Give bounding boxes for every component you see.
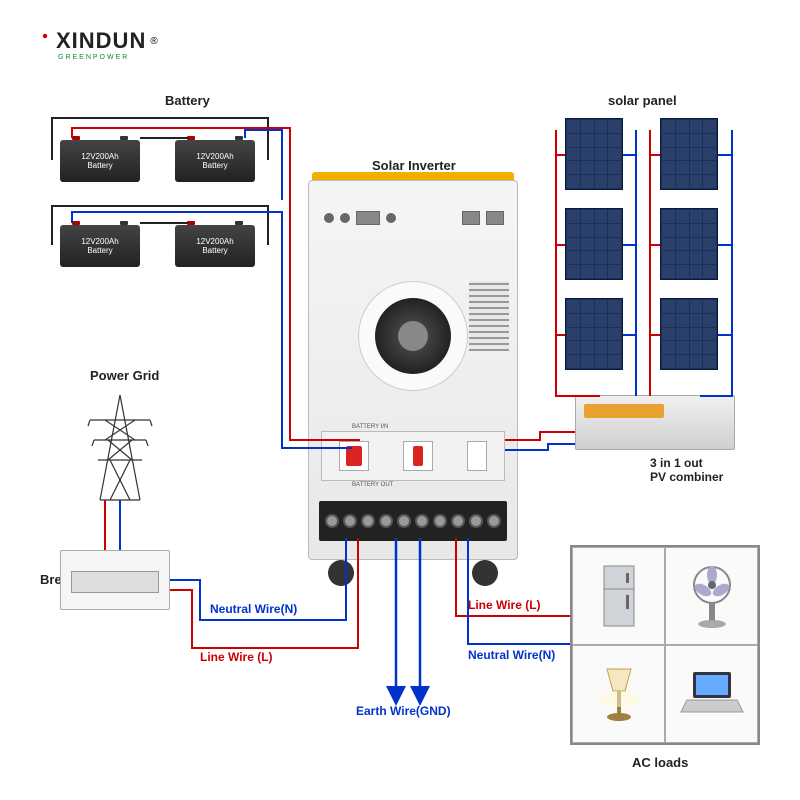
- inverter-switch-panel: BATTERY I/N BATTERY OUT: [321, 431, 505, 481]
- line-wire-left-label: Line Wire (L): [200, 650, 273, 664]
- solar-inverter-label: Solar Inverter: [372, 158, 456, 173]
- solar-panel-4: [660, 208, 718, 280]
- inverter-body: BATTERY I/N BATTERY OUT: [308, 180, 518, 560]
- neutral-wire-left-label: Neutral Wire(N): [210, 602, 297, 616]
- ac-load-fridge: [572, 547, 665, 645]
- battery-4: 12V200AhBattery: [175, 225, 255, 267]
- logo-crescent-icon: [28, 29, 52, 53]
- earth-wire-label: Earth Wire(GND): [356, 704, 451, 718]
- pv-combiner: [575, 395, 735, 450]
- inverter-vent: [469, 281, 509, 351]
- brand-logo: XINDUN ®: [28, 28, 158, 54]
- breaker-box: [60, 550, 170, 610]
- registered-mark: ®: [150, 36, 157, 47]
- solar-panel-5: [565, 298, 623, 370]
- battery-3: 12V200AhBattery: [60, 225, 140, 267]
- ac-load-laptop: [665, 645, 758, 743]
- solar-panel-3: [565, 208, 623, 280]
- ac-loads-label: AC loads: [632, 755, 688, 770]
- solar-panel-2: [660, 118, 718, 190]
- battery-label: Battery: [165, 93, 210, 108]
- combiner-label: 3 in 1 out PV combiner: [650, 456, 723, 484]
- battery-1: 12V200AhBattery: [60, 140, 140, 182]
- inverter-top-ports: [324, 203, 504, 233]
- ac-loads-panel: [570, 545, 760, 745]
- solar-inverter: BATTERY I/N BATTERY OUT: [308, 180, 518, 580]
- solar-panel-1: [565, 118, 623, 190]
- solar-panel-6: [660, 298, 718, 370]
- battery-2: 12V200AhBattery: [175, 140, 255, 182]
- ac-load-lamp: [572, 645, 665, 743]
- power-grid-label: Power Grid: [90, 368, 159, 383]
- ac-load-fan: [665, 547, 758, 645]
- solar-panel-label: solar panel: [608, 93, 677, 108]
- inverter-terminal-strip: [319, 501, 507, 541]
- line-wire-right-label: Line Wire (L): [468, 598, 541, 612]
- brand-name: XINDUN: [56, 28, 146, 54]
- inverter-fan: [358, 281, 468, 391]
- brand-tagline: GREENPOWER: [58, 54, 129, 61]
- inverter-wheels: [308, 560, 518, 586]
- power-grid-tower: [80, 390, 160, 505]
- neutral-wire-right-label: Neutral Wire(N): [468, 648, 555, 662]
